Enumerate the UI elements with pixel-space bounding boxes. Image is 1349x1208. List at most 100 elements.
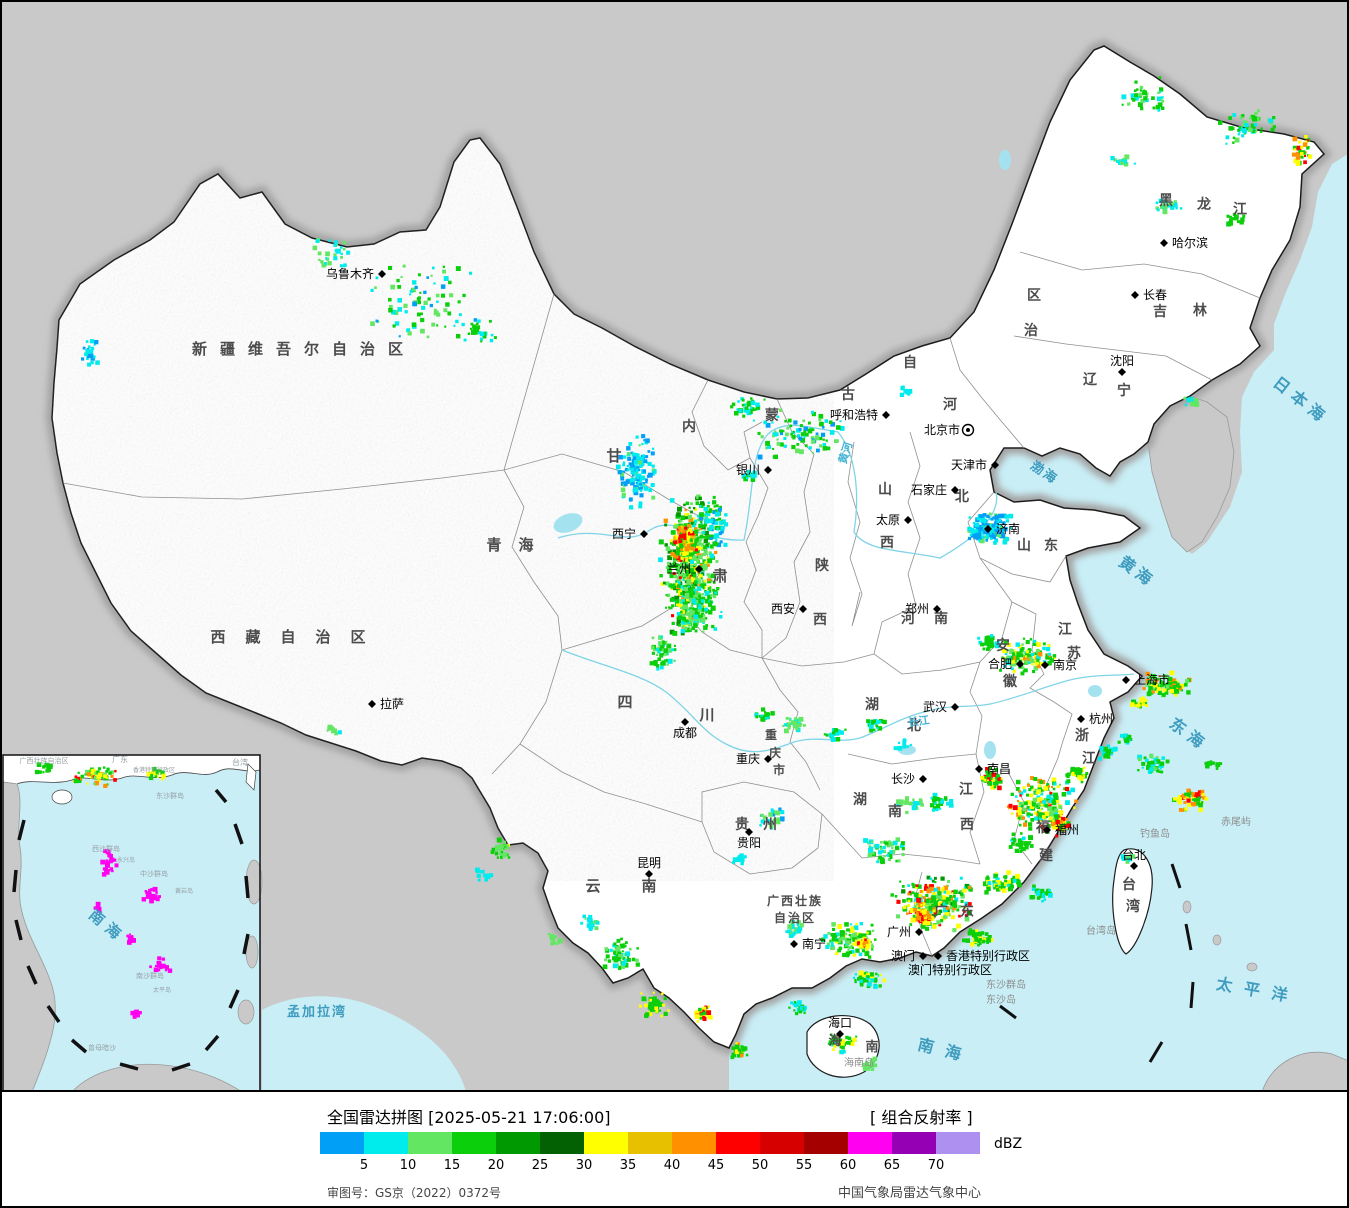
radar-echo-pixel [660, 1014, 663, 1018]
radar-echo-pixel [637, 482, 641, 487]
radar-echo-pixel [707, 575, 711, 578]
radar-echo-pixel [789, 919, 794, 924]
radar-echo-pixel [1044, 811, 1050, 817]
radar-echo-pixel [150, 895, 155, 901]
radar-echo-pixel [1016, 651, 1022, 657]
radar-echo-pixel [688, 531, 691, 534]
radar-echo-pixel [681, 558, 686, 563]
dbz-color-cell [672, 1132, 716, 1154]
province-label: 北 [955, 489, 969, 505]
radar-echo-pixel [685, 568, 689, 571]
radar-echo-pixel [1049, 891, 1052, 894]
radar-echo-pixel [676, 556, 681, 561]
radar-echo-pixel [643, 486, 649, 491]
radar-echo-pixel [834, 439, 838, 443]
radar-echo-pixel [1143, 698, 1148, 703]
radar-echo-pixel [690, 502, 693, 506]
radar-echo-pixel [84, 352, 88, 357]
radar-echo-pixel [947, 880, 951, 883]
radar-echo-pixel [873, 1063, 878, 1068]
radar-echo-pixel [887, 852, 893, 857]
radar-echo-pixel [913, 801, 918, 806]
radar-echo-pixel [932, 907, 935, 910]
radar-echo-pixel [148, 775, 154, 781]
radar-echo-pixel [1245, 126, 1250, 131]
radar-echo-pixel [1307, 139, 1310, 142]
radar-echo-pixel [998, 885, 1002, 890]
radar-echo-pixel [996, 529, 1002, 535]
radar-echo-pixel [702, 1006, 707, 1011]
radar-echo-pixel [924, 920, 927, 923]
radar-echo-pixel [1168, 202, 1172, 206]
radar-echo-pixel [716, 542, 722, 548]
radar-echo-pixel [720, 530, 724, 534]
radar-echo-pixel [443, 276, 449, 281]
radar-echo-pixel [1121, 159, 1124, 162]
radar-echo-pixel [1229, 215, 1232, 219]
radar-echo-pixel [417, 296, 421, 300]
radar-echo-pixel [1121, 856, 1127, 861]
radar-echo-pixel [964, 913, 968, 917]
radar-echo-pixel [691, 555, 697, 561]
radar-echo-pixel [675, 582, 678, 586]
radar-echo-pixel [1030, 895, 1036, 900]
province-label: 广 [934, 903, 948, 920]
radar-echo-pixel [670, 584, 676, 589]
radar-echo-pixel [938, 911, 941, 914]
radar-echo-pixel [709, 600, 713, 604]
radar-echo-pixel [1028, 826, 1033, 831]
radar-echo-pixel [986, 523, 990, 526]
radar-echo-pixel [1070, 767, 1074, 771]
radar-echo-pixel [811, 451, 814, 454]
radar-echo-pixel [918, 894, 922, 898]
radar-echo-pixel [980, 642, 984, 647]
radar-echo-pixel [673, 525, 676, 529]
radar-echo-pixel [616, 938, 621, 943]
radar-echo-pixel [690, 613, 695, 618]
radar-echo-pixel [1055, 826, 1060, 831]
radar-echo-pixel [793, 1009, 796, 1012]
radar-echo-pixel [791, 720, 795, 724]
radar-echo-pixel [1157, 677, 1160, 681]
province-label: 市 [773, 762, 785, 777]
radar-echo-pixel [819, 444, 823, 448]
radar-echo-pixel [723, 522, 729, 527]
radar-echo-pixel [588, 927, 593, 931]
radar-echo-pixel [1003, 526, 1008, 532]
radar-echo-pixel [690, 530, 693, 533]
radar-echo-pixel [998, 519, 1003, 524]
radar-echo-pixel [684, 592, 690, 598]
radar-echo-pixel [1004, 882, 1008, 886]
radar-echo-pixel [893, 746, 898, 751]
radar-echo-pixel [1164, 683, 1167, 687]
radar-echo-pixel [682, 578, 685, 582]
city-label: 海口 [828, 1015, 852, 1030]
radar-echo-pixel [693, 608, 699, 613]
radar-echo-pixel [637, 460, 642, 465]
radar-echo-pixel [685, 564, 689, 568]
radar-echo-pixel [1021, 666, 1025, 670]
radar-echo-pixel [1238, 131, 1241, 134]
radar-echo-pixel [476, 322, 479, 325]
radar-echo-pixel [699, 527, 702, 531]
radar-echo-pixel [681, 624, 685, 628]
radar-echo-pixel [1153, 757, 1158, 763]
radar-echo-pixel [1205, 764, 1210, 769]
dbz-color-cell [408, 1132, 452, 1154]
radar-echo-pixel [835, 932, 840, 937]
radar-echo-pixel [780, 816, 785, 821]
province-label: 南 [641, 877, 656, 895]
radar-echo-pixel [1125, 859, 1130, 864]
radar-echo-pixel [1157, 102, 1163, 108]
radar-echo-pixel [1159, 761, 1165, 767]
radar-echo-pixel [915, 884, 919, 887]
radar-echo-pixel [1170, 202, 1175, 207]
radar-echo-pixel [1160, 770, 1164, 774]
radar-echo-pixel [855, 922, 858, 926]
radar-echo-pixel [393, 310, 399, 315]
radar-echo-pixel [952, 892, 955, 895]
radar-echo-pixel [89, 339, 95, 344]
radar-echo-pixel [937, 891, 942, 896]
radar-echo-pixel [1000, 777, 1003, 780]
radar-echo-pixel [700, 501, 705, 506]
